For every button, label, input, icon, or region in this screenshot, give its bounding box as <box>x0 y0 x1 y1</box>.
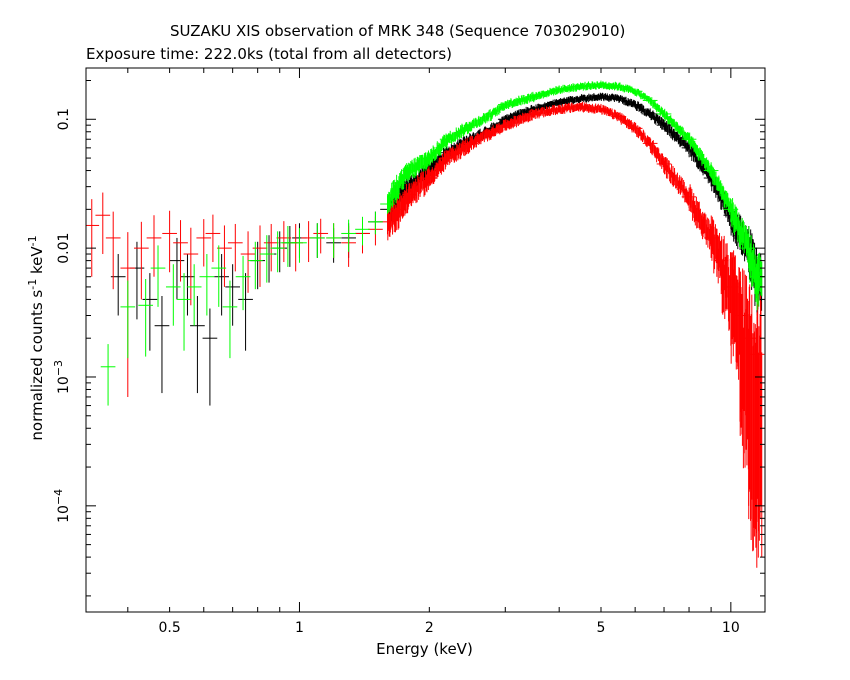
x-tick-label: 10 <box>722 620 740 636</box>
tick-marks <box>86 68 765 612</box>
x-tick-label: 1 <box>295 620 304 636</box>
tick-labels: 0.5 1 2 5 10 0.1 0.01 10−3 10−4 <box>52 108 740 636</box>
y-tick-label: 10−3 <box>52 360 72 394</box>
plot-frame <box>85 67 766 613</box>
series-0 <box>110 92 765 406</box>
series-1 <box>86 101 765 568</box>
y-axis-label: normalized counts s-1 keV-1 <box>26 235 46 440</box>
series-2 <box>100 80 765 406</box>
x-tick-label: 2 <box>425 620 434 636</box>
y-tick-label: 0.01 <box>56 233 72 264</box>
y-tick-label: 0.1 <box>56 108 72 130</box>
chart-subtitle: Exposure time: 222.0ks (total from all d… <box>86 45 453 63</box>
y-tick-label: 10−4 <box>52 489 72 523</box>
axes-frame <box>85 67 766 613</box>
plot-area <box>86 80 765 568</box>
chart-title: SUZAKU XIS observation of MRK 348 (Seque… <box>170 22 626 40</box>
x-axis-label: Energy (keV) <box>376 640 473 658</box>
x-tick-label: 5 <box>597 620 606 636</box>
x-tick-label: 0.5 <box>158 620 180 636</box>
